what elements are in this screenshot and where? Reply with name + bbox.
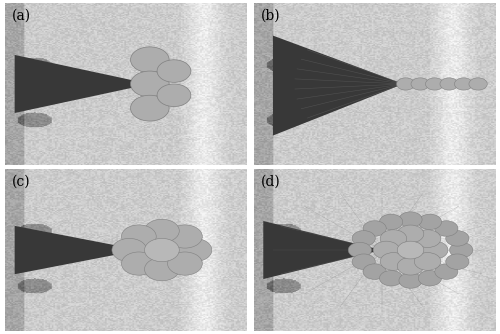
Circle shape xyxy=(435,264,458,279)
Circle shape xyxy=(130,47,169,73)
Polygon shape xyxy=(273,36,404,136)
Circle shape xyxy=(130,71,169,97)
Circle shape xyxy=(363,221,386,236)
Circle shape xyxy=(348,242,372,258)
Circle shape xyxy=(446,231,469,246)
Circle shape xyxy=(399,212,422,227)
Circle shape xyxy=(411,78,430,90)
Text: (d): (d) xyxy=(261,174,280,188)
Circle shape xyxy=(144,238,180,262)
Circle shape xyxy=(414,253,441,270)
Circle shape xyxy=(450,242,473,258)
Text: (c): (c) xyxy=(12,174,31,188)
Circle shape xyxy=(130,95,169,121)
Polygon shape xyxy=(14,226,140,274)
Circle shape xyxy=(418,214,442,229)
Polygon shape xyxy=(264,221,382,279)
Circle shape xyxy=(397,241,424,259)
Circle shape xyxy=(397,225,424,243)
Circle shape xyxy=(418,271,442,286)
Circle shape xyxy=(435,221,458,236)
Circle shape xyxy=(157,84,191,107)
Text: (b): (b) xyxy=(261,8,280,22)
Circle shape xyxy=(397,257,424,275)
Circle shape xyxy=(168,252,202,275)
Circle shape xyxy=(112,238,146,262)
Circle shape xyxy=(426,78,444,90)
Circle shape xyxy=(380,214,402,229)
Circle shape xyxy=(446,254,469,270)
Circle shape xyxy=(352,254,376,270)
Circle shape xyxy=(363,264,386,279)
Circle shape xyxy=(177,238,212,262)
Circle shape xyxy=(422,241,448,259)
Circle shape xyxy=(122,252,156,275)
Circle shape xyxy=(440,78,458,90)
Circle shape xyxy=(373,241,400,259)
Circle shape xyxy=(454,78,473,90)
Circle shape xyxy=(380,271,402,286)
Circle shape xyxy=(144,258,180,281)
Circle shape xyxy=(168,225,202,248)
Circle shape xyxy=(399,273,422,288)
Circle shape xyxy=(380,253,406,270)
Circle shape xyxy=(380,230,406,247)
Polygon shape xyxy=(14,55,150,113)
Circle shape xyxy=(122,225,156,248)
Circle shape xyxy=(469,78,488,90)
Text: (a): (a) xyxy=(12,8,32,22)
Circle shape xyxy=(414,230,441,247)
Circle shape xyxy=(144,219,180,242)
Circle shape xyxy=(396,78,415,90)
Circle shape xyxy=(157,60,191,82)
Circle shape xyxy=(352,231,376,246)
